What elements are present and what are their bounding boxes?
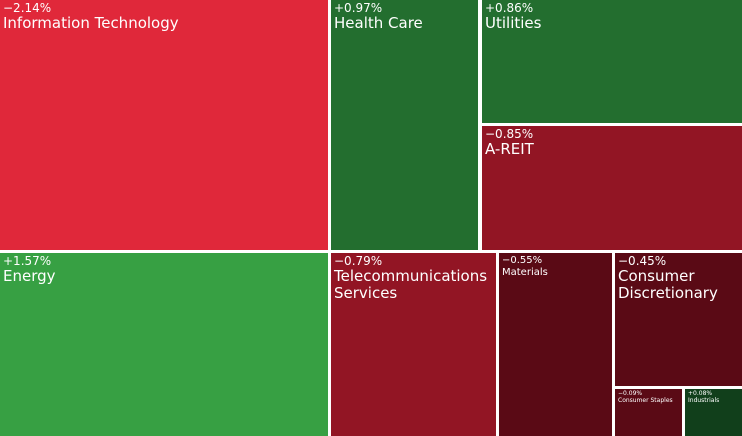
sector-name: Consumer Discretionary [618,267,718,302]
change-label: −0.55% [502,255,543,266]
change-label: +0.86% [485,1,534,15]
change-label: +0.08% [688,390,713,397]
sector-name: Telecommunications Services [334,267,488,302]
change-label: −0.45% [618,254,667,268]
tile: +0.97% Health Care [331,0,478,250]
sector-name: Information Technology [3,14,179,33]
tile: −2.14% Information Technology [0,0,328,250]
tile: −0.09% Consumer Staples [615,389,682,436]
sector-name: Utilities [485,14,542,33]
sector-name: Health Care [334,14,423,33]
tile: −0.45% Consumer Discretionary [615,253,742,386]
sector-name: Energy [3,267,56,286]
tile: −0.55% Materials [499,253,612,436]
sector-name: Consumer Staples [618,396,673,404]
tile: −0.85% A-REIT [482,126,742,250]
change-label: +0.97% [334,1,383,15]
tile: −0.79% Telecommunications Services [331,253,496,436]
tile: +0.86% Utilities [482,0,742,123]
tile: +1.57% Energy [0,253,328,436]
change-label: −0.85% [485,127,534,141]
sector-name: Industrials [688,396,720,404]
sector-name: Materials [502,267,548,278]
tile: +0.08% Industrials [685,389,742,436]
change-label: −0.09% [618,390,643,397]
change-label: −0.79% [334,254,383,268]
sector-name: A-REIT [485,140,534,159]
change-label: +1.57% [3,254,52,268]
change-label: −2.14% [3,1,52,15]
